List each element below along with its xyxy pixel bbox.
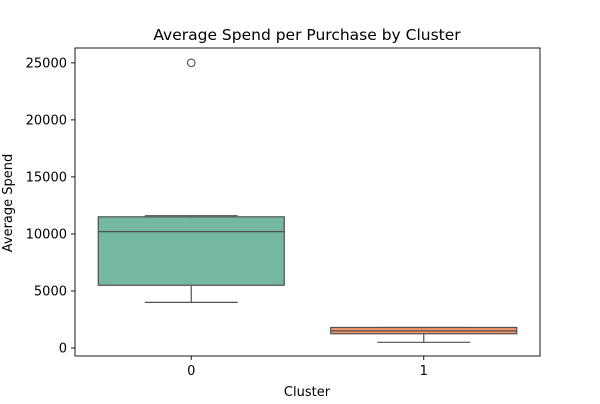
x-tick-label: 0 bbox=[187, 364, 195, 379]
y-tick-label: 5000 bbox=[34, 284, 67, 299]
y-tick-label: 0 bbox=[59, 342, 67, 357]
chart-title: Average Spend per Purchase by Cluster bbox=[153, 26, 461, 44]
box-iqr bbox=[97, 216, 285, 286]
x-axis-label: Cluster bbox=[284, 385, 331, 400]
y-tick-label: 15000 bbox=[26, 170, 67, 185]
box-series bbox=[97, 58, 518, 343]
y-axis-ticks: 0 5000 10000 15000 20000 25000 bbox=[26, 56, 75, 357]
box-cluster-1 bbox=[330, 326, 518, 343]
outlier-point bbox=[186, 58, 196, 68]
plot-area-frame bbox=[74, 47, 541, 357]
x-tick-label: 1 bbox=[420, 364, 428, 379]
y-tick-label: 10000 bbox=[26, 227, 67, 242]
y-tick-label: 25000 bbox=[26, 56, 67, 71]
box-cluster-0 bbox=[97, 58, 285, 303]
y-axis-label: Average Spend bbox=[1, 154, 16, 253]
y-tick-label: 20000 bbox=[26, 113, 67, 128]
